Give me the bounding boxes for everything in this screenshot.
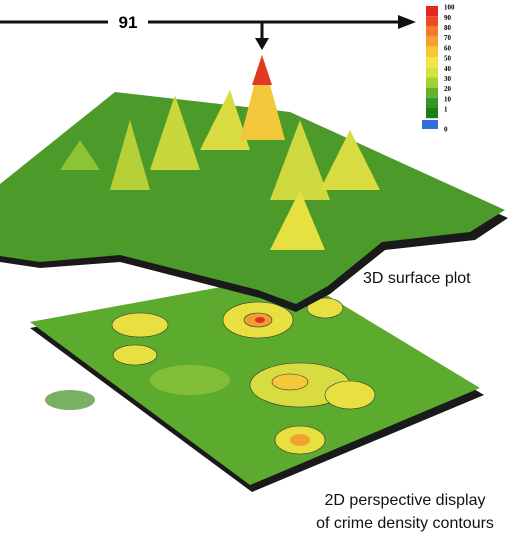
legend-swatch <box>426 37 438 47</box>
legend-swatch <box>426 16 438 26</box>
legend-swatch <box>426 6 438 16</box>
legend-swatch <box>426 108 438 118</box>
legend-swatch <box>426 57 438 67</box>
legend-label: 10 <box>444 95 452 103</box>
peak-value: 91 <box>119 13 138 32</box>
legend-swatch <box>422 120 438 129</box>
legend-label: 80 <box>444 24 452 32</box>
legend-swatch <box>426 77 438 87</box>
legend-swatch <box>426 47 438 57</box>
legend-swatch <box>426 88 438 98</box>
legend-label: 70 <box>444 34 452 42</box>
contour-map <box>30 274 484 492</box>
legend-label: 1 <box>444 106 448 114</box>
legend-label: 30 <box>444 75 452 83</box>
surface-caption: 3D surface plot <box>363 270 471 287</box>
legend-swatch <box>426 67 438 77</box>
legend-label: 60 <box>444 44 452 52</box>
legend-label: 0 <box>444 126 448 134</box>
peak-callout: 91 <box>0 13 416 50</box>
legend-label: 100 <box>444 4 455 12</box>
legend-label: 90 <box>444 14 452 22</box>
contour-caption: 2D perspective display <box>325 492 486 509</box>
figure: 91 10090807060504030201010 3D surface pl… <box>0 0 524 542</box>
contour-caption: of crime density contours <box>316 515 494 532</box>
legend-label: 50 <box>444 55 452 63</box>
legend-swatch <box>426 98 438 108</box>
legend-label: 40 <box>444 65 452 73</box>
legend-swatch <box>426 26 438 36</box>
legend-label: 20 <box>444 85 452 93</box>
